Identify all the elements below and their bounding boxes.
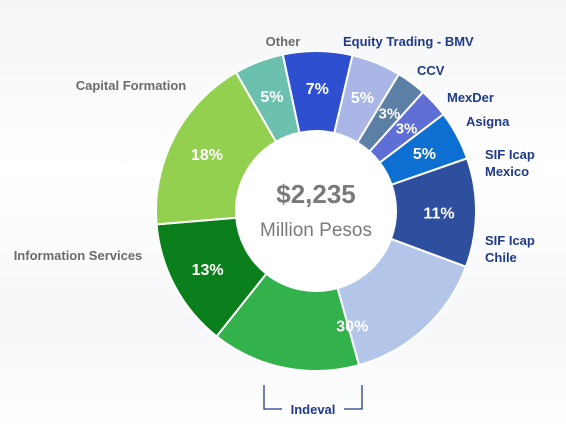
slice-label-equity-trading-bmv: 7% [306, 81, 329, 98]
label-information-services: Information Services [14, 248, 143, 263]
slice-label-information-services: 13% [192, 262, 224, 279]
slice-label-ccv: 5% [351, 90, 374, 107]
label-asigna: Asigna [466, 114, 510, 129]
label-mexder: MexDer [447, 90, 494, 105]
slice-label-other: 5% [260, 89, 283, 106]
label-other: Other [266, 34, 301, 49]
slice-label-sif-icap-chile: 11% [423, 205, 454, 222]
slice-label-asigna: 3% [396, 121, 418, 138]
label-sif-icap-mexico-line2: Mexico [485, 164, 529, 179]
center-value: $2,235 [276, 179, 356, 209]
center-unit: Million Pesos [260, 220, 372, 241]
slice-label-sif-icap-mexico: 5% [413, 146, 436, 163]
label-indeval: Indeval [291, 402, 336, 417]
label-sif-icap-mexico-line1: SIF Icap [485, 147, 535, 162]
slice-labels-group: 7%5%3%3%5%11%30%13%18%5% [191, 81, 455, 335]
label-ccv: CCV [417, 63, 445, 78]
label-sif-icap-chile-line2: Chile [485, 250, 517, 265]
label-equity-trading-bmv: Equity Trading - BMV [343, 34, 474, 49]
slice-label-mexder: 3% [378, 105, 400, 122]
label-capital-formation: Capital Formation [76, 78, 187, 93]
label-sif-icap-chile-line1: SIF Icap [485, 233, 535, 248]
donut-hole [236, 131, 396, 291]
label-sif-icap-chile: SIF Icap Chile [485, 233, 538, 265]
slice-label-capital-formation: 18% [191, 147, 223, 164]
label-sif-icap-mexico: SIF Icap Mexico [485, 147, 538, 179]
indeval-bracket [263, 385, 363, 410]
slice-label-unlabeled-7: 30% [336, 318, 368, 335]
